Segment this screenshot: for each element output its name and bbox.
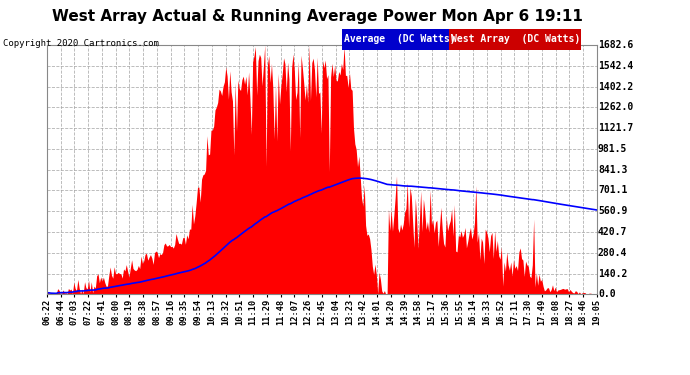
Text: 560.9: 560.9 [598,206,627,216]
Text: 841.3: 841.3 [598,165,627,175]
Text: West Array  (DC Watts): West Array (DC Watts) [451,34,580,44]
Text: 701.1: 701.1 [598,186,627,195]
Text: Average  (DC Watts): Average (DC Watts) [344,34,456,44]
Text: Copyright 2020 Cartronics.com: Copyright 2020 Cartronics.com [3,39,159,48]
Text: 1262.0: 1262.0 [598,102,633,112]
Text: 0.0: 0.0 [598,290,615,299]
Text: 280.4: 280.4 [598,248,627,258]
Text: 1402.2: 1402.2 [598,81,633,92]
Text: 140.2: 140.2 [598,268,627,279]
Text: 981.5: 981.5 [598,144,627,154]
Text: 420.7: 420.7 [598,227,627,237]
Text: West Array Actual & Running Average Power Mon Apr 6 19:11: West Array Actual & Running Average Powe… [52,9,583,24]
Text: 1121.7: 1121.7 [598,123,633,133]
Text: 1682.6: 1682.6 [598,40,633,50]
Text: 1542.4: 1542.4 [598,61,633,71]
